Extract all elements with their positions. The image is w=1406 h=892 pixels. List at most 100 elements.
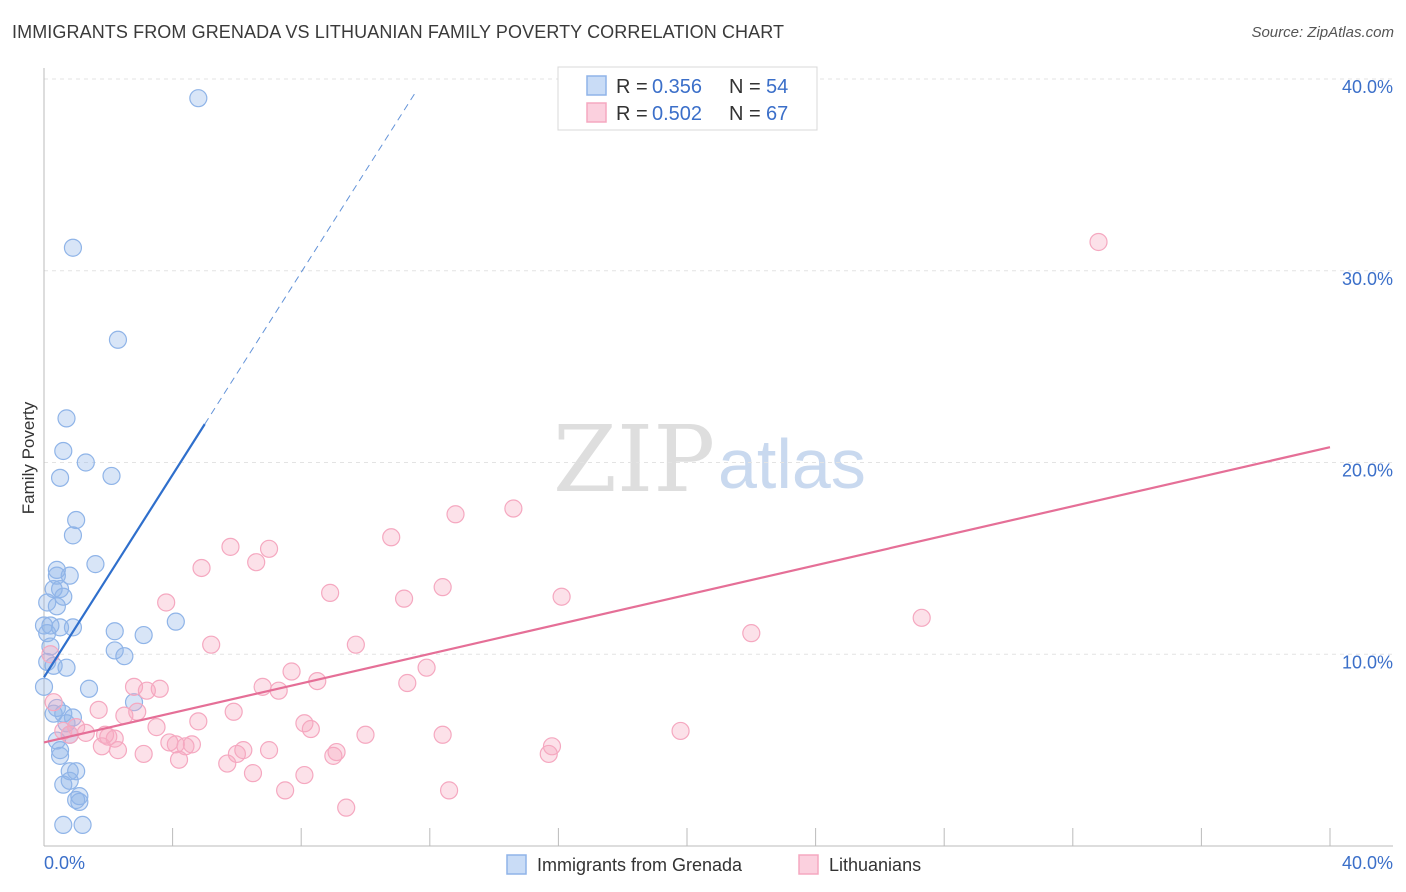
lithuanians-point	[221, 537, 240, 556]
lithuanians-point	[95, 725, 115, 744]
lithuanians-point	[433, 725, 452, 744]
legend-r-value-grenada: 0.356	[652, 76, 702, 98]
series-grenada-points	[34, 89, 208, 835]
grenada-point	[47, 597, 66, 616]
bottom-legend-swatch-lithuanians	[798, 854, 819, 875]
grenada-point	[105, 641, 124, 660]
grenada-point	[63, 526, 83, 545]
lithuanians-point	[169, 750, 189, 769]
grenada-point	[134, 625, 153, 645]
grenada-point	[67, 762, 86, 781]
grenada-point	[47, 566, 66, 585]
gridlines	[44, 78, 1393, 655]
grenada-point	[73, 815, 92, 835]
lithuanians-point	[54, 721, 73, 741]
axes	[43, 68, 1393, 847]
lithuanians-point	[346, 635, 365, 654]
trend-lines	[43, 89, 1331, 744]
legend-r-label-grenada: R =	[616, 76, 648, 98]
watermark-zip: ZIP	[553, 406, 715, 513]
grenada-point	[108, 330, 128, 349]
grenada-point	[70, 792, 89, 811]
x-tick-label-min: 0.0%	[44, 853, 85, 873]
lithuanians-point	[356, 725, 375, 744]
legend-n-value-lithuanians: 67	[766, 103, 788, 125]
lithuanians-point	[433, 578, 452, 597]
lithuanians-point	[398, 673, 417, 693]
lithuanians-point	[321, 583, 340, 602]
lithuanians-point	[1089, 232, 1108, 252]
bottom-legend-swatch-grenada	[506, 854, 527, 875]
grenada-point	[124, 693, 144, 712]
lithuanians-point	[192, 558, 211, 578]
grenada-point	[102, 466, 121, 486]
lithuanians-point	[137, 681, 156, 700]
lithuanians-point	[41, 645, 60, 664]
lithuanians-point	[227, 744, 246, 764]
grenada-point	[57, 409, 76, 428]
grenada-point	[70, 787, 89, 806]
y-tick-label: 40.0%	[1342, 77, 1393, 97]
y-tick-label: 20.0%	[1342, 461, 1393, 481]
lithuanians-point	[417, 658, 436, 677]
grenada-point	[79, 679, 99, 698]
grenada-point	[38, 593, 57, 612]
lithuanians-point	[324, 746, 343, 765]
lithuanians-point	[224, 702, 243, 721]
series-legend: Immigrants from Grenada Lithuanians	[506, 854, 921, 875]
y-tick-label: 30.0%	[1342, 269, 1393, 289]
grenada-trend-extension	[204, 89, 418, 425]
lithuanians-point	[394, 589, 414, 608]
grenada-point	[50, 741, 70, 760]
source-label: Source: ZipAtlas.com	[1251, 24, 1394, 41]
lithuanians-trend-line	[43, 446, 1331, 744]
lithuanians-point	[301, 719, 320, 739]
grenada-point	[38, 624, 57, 643]
legend-n-value-grenada: 54	[766, 76, 788, 98]
grenada-point	[76, 453, 95, 472]
x-ticks	[172, 828, 1331, 846]
lithuanians-point	[44, 693, 63, 712]
lithuanians-point	[202, 635, 221, 654]
x-tick-label-max: 40.0%	[1342, 853, 1393, 873]
lithuanians-point	[912, 608, 931, 627]
grenada-point	[54, 775, 73, 794]
grenada-point	[60, 566, 79, 585]
lithuanians-point	[259, 539, 279, 558]
grenada-point	[34, 677, 54, 696]
grenada-point	[41, 637, 60, 656]
grenada-point	[115, 647, 134, 666]
grenada-point	[50, 746, 70, 765]
lithuanians-point	[295, 765, 314, 785]
y-tick-label: 10.0%	[1342, 652, 1393, 672]
lithuanians-point	[671, 721, 690, 741]
lithuanians-point	[282, 662, 301, 681]
lithuanians-point	[247, 553, 266, 572]
lithuanians-point	[439, 781, 459, 800]
stats-legend: R = 0.356 N = 54 R = 0.502 N = 67	[557, 66, 818, 131]
y-axis-title: Family Poverty	[19, 401, 38, 514]
lithuanians-point	[108, 741, 128, 760]
grenada-point	[189, 89, 208, 108]
lithuanians-point	[276, 781, 295, 800]
lithuanians-point	[182, 735, 201, 754]
lithuanians-point	[147, 718, 166, 737]
chart-title: IMMIGRANTS FROM GRENADA VS LITHUANIAN FA…	[12, 22, 785, 42]
grenada-point	[105, 622, 124, 641]
watermark-atlas: atlas	[718, 425, 866, 503]
grenada-point	[50, 468, 70, 487]
grenada-point	[57, 658, 76, 677]
legend-r-label-lithuanians: R =	[616, 103, 648, 125]
lithuanians-point	[160, 733, 179, 752]
grenada-point	[54, 815, 73, 835]
bottom-legend-label-grenada: Immigrants from Grenada	[537, 855, 743, 875]
lithuanians-point	[218, 754, 237, 773]
grenada-point	[54, 441, 73, 461]
legend-swatch-grenada	[586, 75, 607, 96]
lithuanians-point	[89, 700, 108, 719]
grenada-point	[54, 587, 73, 606]
legend-n-label-lithuanians: N =	[729, 103, 761, 125]
grenada-point	[166, 612, 185, 631]
lithuanians-point	[337, 798, 356, 817]
